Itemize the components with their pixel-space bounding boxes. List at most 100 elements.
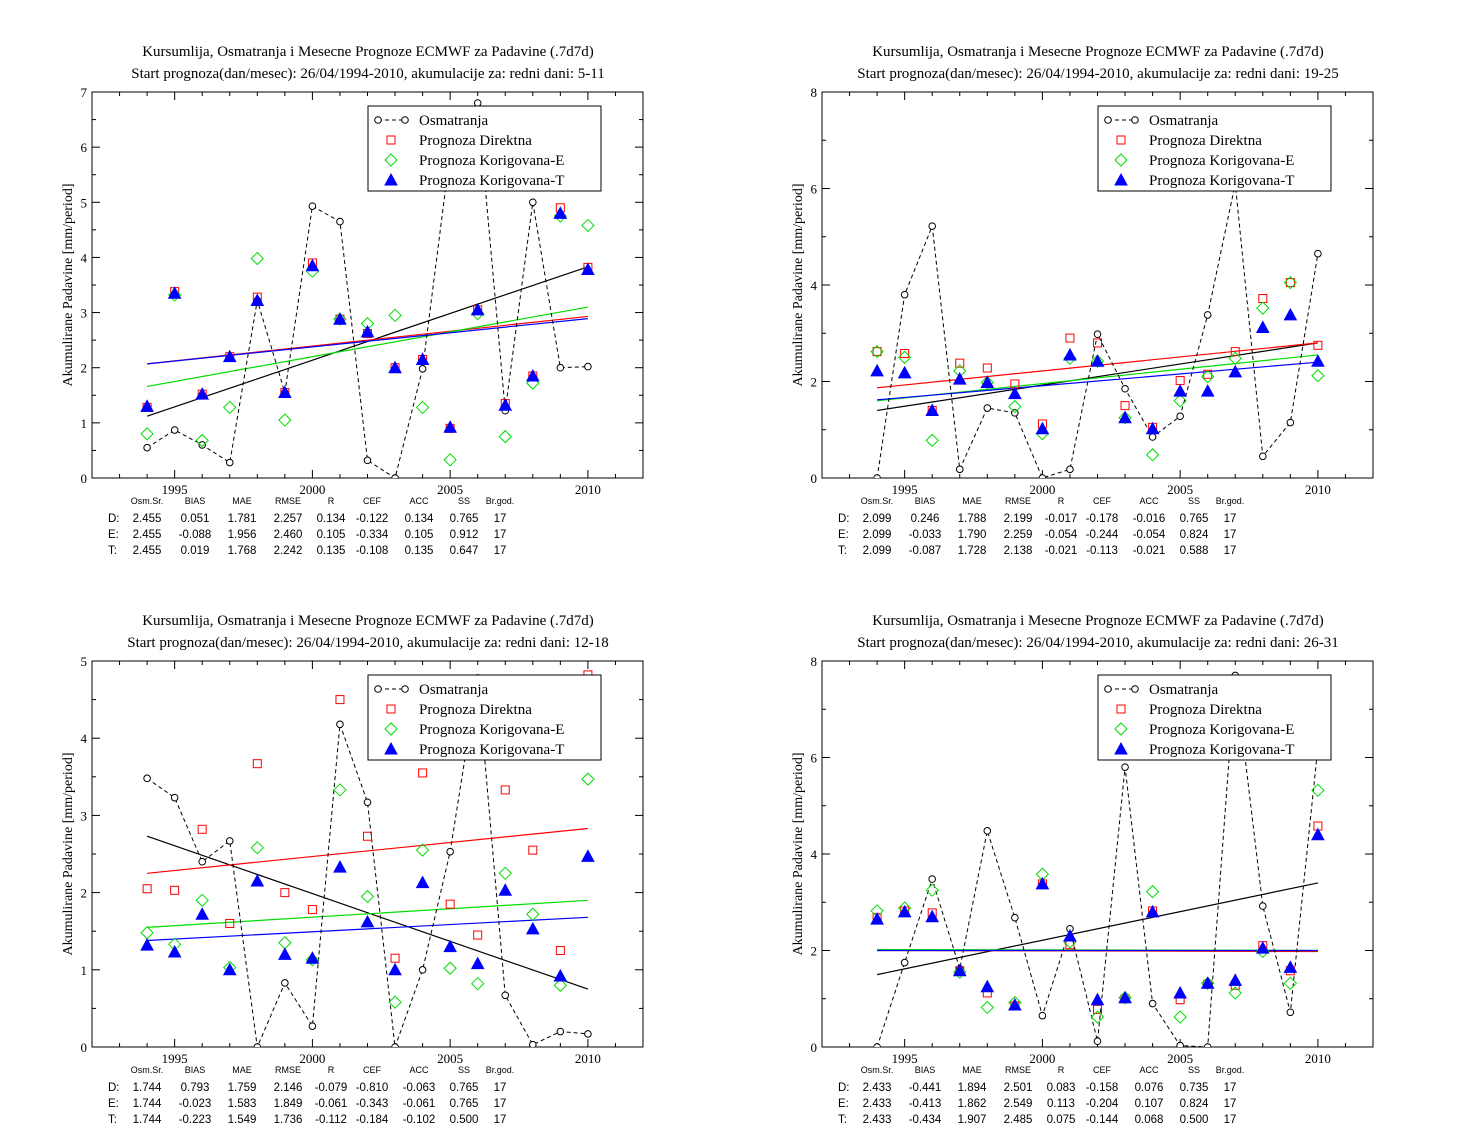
stats-header: CEF (363, 496, 382, 506)
stats-value: 1.744 (133, 1098, 162, 1110)
stats-value: -0.016 (1133, 513, 1166, 525)
stats-value: 0.735 (1180, 1082, 1209, 1094)
point-t (388, 360, 402, 374)
point-e (443, 453, 457, 467)
point-obs (900, 290, 909, 299)
stats-value: 0.500 (1180, 1114, 1209, 1126)
point-e (388, 995, 402, 1009)
point-obs (1314, 249, 1322, 258)
point-t (1283, 960, 1298, 973)
stats-value: 2.259 (1004, 529, 1033, 541)
point-e (1283, 976, 1298, 991)
stats-value: 0.912 (450, 529, 479, 541)
y-tick-label: 2 (811, 944, 818, 959)
stats-header: BIAS (185, 1065, 206, 1075)
legend-marker-obs (401, 116, 409, 124)
stats-value: -0.102 (403, 1114, 436, 1126)
point-obs (1203, 311, 1212, 319)
point-obs (584, 1030, 592, 1038)
stats-row-label-d: D: (838, 1082, 850, 1094)
stats-header: SS (458, 496, 470, 506)
legend-label-d: Prognoza Direktna (1149, 133, 1262, 149)
stats-value: 0.076 (1135, 1082, 1164, 1094)
stats-value: 0.135 (317, 545, 346, 557)
stats-value: 0.107 (1135, 1098, 1164, 1110)
point-t (1063, 928, 1077, 942)
stats-value: 0.765 (450, 1098, 479, 1110)
point-t (195, 907, 210, 920)
stats-header: R (1058, 1065, 1065, 1075)
stats-header: Osm.Sr. (131, 496, 164, 506)
legend-label-obs: Osmatranja (1149, 113, 1218, 129)
y-axis-label: Akumulirane Padavine [mm/period] (61, 753, 76, 956)
point-e (581, 218, 595, 233)
y-tick-label: 0 (811, 471, 818, 486)
point-t (443, 420, 457, 433)
chart-title: Kursumlija, Osmatranja i Mesecne Prognoz… (142, 44, 594, 60)
trend-line-e (146, 306, 589, 388)
stats-value: -0.158 (1086, 1082, 1119, 1094)
legend-label-obs: Osmatranja (419, 113, 488, 129)
point-obs (143, 774, 151, 783)
stats-value: -0.810 (356, 1082, 389, 1094)
point-t (278, 947, 292, 960)
stats-value: 17 (1224, 529, 1237, 541)
data-layer (870, 179, 1325, 478)
stats-value: 1.583 (228, 1098, 257, 1110)
stats-value: -0.061 (403, 1098, 436, 1110)
point-obs (529, 198, 537, 207)
legend-marker-obs (1131, 685, 1139, 693)
point-obs (336, 217, 344, 226)
stats-value: -0.434 (909, 1114, 942, 1126)
stats-header: R (1058, 496, 1065, 506)
point-t (925, 909, 940, 923)
point-t (222, 962, 237, 976)
point-obs (501, 991, 510, 1000)
stats-value: -0.021 (1133, 545, 1166, 557)
point-e (415, 843, 430, 857)
trend-line-d (147, 827, 588, 874)
point-e (1118, 991, 1132, 1005)
point-t (525, 921, 540, 935)
stats-value: 2.485 (1004, 1114, 1033, 1126)
point-e (498, 429, 512, 444)
chart-title: Kursumlija, Osmatranja i Mesecne Prognoz… (142, 613, 594, 629)
point-e (1173, 394, 1187, 408)
stats-value: 0.135 (405, 545, 434, 557)
legend-label-d: Prognoza Direktna (419, 133, 532, 149)
point-t (305, 951, 320, 964)
point-d (197, 824, 207, 834)
obs-dashed-line (146, 101, 588, 478)
legend-marker-obs (374, 116, 382, 124)
y-tick-label: 6 (811, 751, 818, 766)
stats-header: Br.god. (1216, 1065, 1245, 1075)
point-obs (225, 837, 234, 845)
legend-marker-d (1116, 704, 1126, 714)
point-obs (1121, 384, 1129, 393)
stats-header: MAE (232, 1065, 252, 1075)
stats-value: 1.781 (228, 513, 257, 525)
point-e (140, 926, 154, 940)
legend-marker-d (386, 135, 396, 145)
point-d (555, 946, 565, 955)
stats-value: 2.138 (1004, 545, 1033, 557)
stats-value: 0.793 (181, 1082, 210, 1094)
data-layer (140, 670, 595, 1047)
stats-value: 2.199 (1004, 513, 1033, 525)
point-obs (928, 875, 936, 883)
legend-marker-t (384, 741, 398, 755)
point-e (1311, 369, 1325, 383)
point-obs (170, 426, 179, 434)
point-t (553, 206, 568, 219)
point-t (1311, 827, 1325, 841)
point-obs (1203, 1043, 1212, 1047)
point-obs (1259, 452, 1267, 461)
point-e (470, 976, 485, 991)
x-tick-label: 2005 (437, 482, 463, 497)
trend-line-obs (146, 835, 589, 990)
y-tick-label: 3 (81, 808, 88, 823)
point-t (897, 904, 912, 918)
x-tick-label: 2010 (575, 482, 601, 497)
point-e (1228, 986, 1242, 1000)
